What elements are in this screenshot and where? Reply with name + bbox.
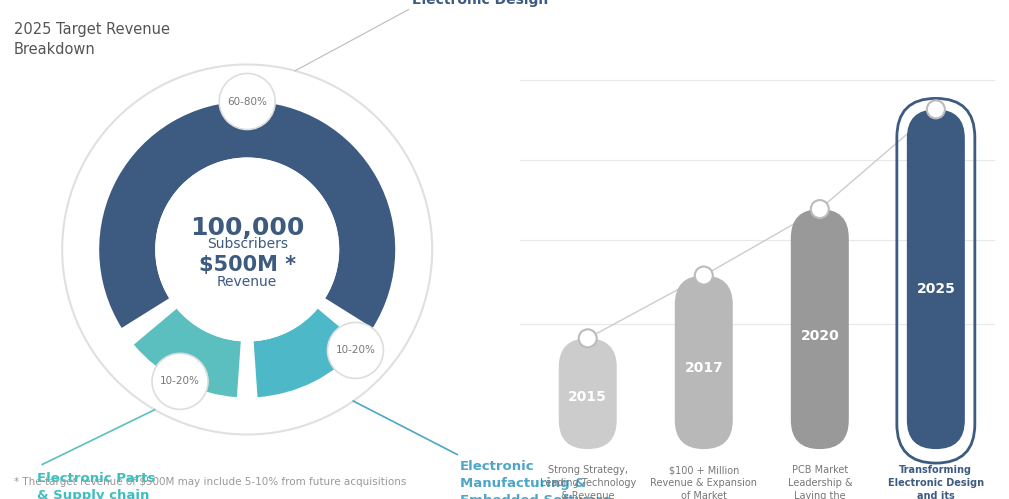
Circle shape bbox=[328, 322, 383, 378]
Text: 2025: 2025 bbox=[916, 282, 956, 296]
FancyBboxPatch shape bbox=[907, 109, 965, 449]
Text: 60-80%: 60-80% bbox=[227, 96, 267, 106]
Wedge shape bbox=[134, 309, 241, 397]
Text: Strong Strategy,
Leading Technology
& Revenue
Momentum: Strong Strategy, Leading Technology & Re… bbox=[540, 465, 636, 499]
Text: Electronic Parts
& Supply chain: Electronic Parts & Supply chain bbox=[37, 473, 155, 499]
Text: $100 + Million
Revenue & Expansion
of Market
Opportunity: $100 + Million Revenue & Expansion of Ma… bbox=[650, 465, 758, 499]
Circle shape bbox=[927, 100, 944, 118]
Circle shape bbox=[219, 73, 275, 130]
Circle shape bbox=[152, 353, 208, 409]
Text: Electronic
Manufacturing &
Embedded Software: Electronic Manufacturing & Embedded Soft… bbox=[460, 460, 611, 499]
Wedge shape bbox=[99, 101, 396, 328]
Text: 2017: 2017 bbox=[684, 361, 723, 375]
Circle shape bbox=[695, 266, 712, 284]
Text: * The target revenue of $500M may include 5-10% from future acquisitions: * The target revenue of $500M may includ… bbox=[14, 477, 407, 487]
Text: PCB Market
Leadership &
Laying the
Foundation for
Industry
Transformation: PCB Market Leadership & Laying the Found… bbox=[783, 465, 857, 499]
Circle shape bbox=[579, 329, 596, 347]
Text: Subscribers: Subscribers bbox=[207, 237, 288, 250]
FancyBboxPatch shape bbox=[559, 338, 616, 449]
Wedge shape bbox=[253, 309, 360, 397]
Circle shape bbox=[811, 200, 828, 218]
Text: 10-20%: 10-20% bbox=[336, 345, 375, 355]
Circle shape bbox=[155, 158, 339, 341]
Text: Electronic Design: Electronic Design bbox=[412, 0, 548, 6]
FancyBboxPatch shape bbox=[675, 275, 733, 449]
Text: 100,000: 100,000 bbox=[190, 216, 305, 240]
Text: 2015: 2015 bbox=[568, 390, 607, 404]
FancyBboxPatch shape bbox=[791, 209, 849, 449]
Text: $500M *: $500M * bbox=[199, 255, 296, 275]
Text: 2020: 2020 bbox=[800, 329, 839, 343]
Text: Transforming
Electronic Design
and its
Realization: Transforming Electronic Design and its R… bbox=[888, 465, 984, 499]
Text: 10-20%: 10-20% bbox=[160, 376, 200, 386]
Text: Revenue: Revenue bbox=[217, 274, 277, 288]
Text: 2025 Target Revenue
Breakdown: 2025 Target Revenue Breakdown bbox=[14, 22, 170, 57]
